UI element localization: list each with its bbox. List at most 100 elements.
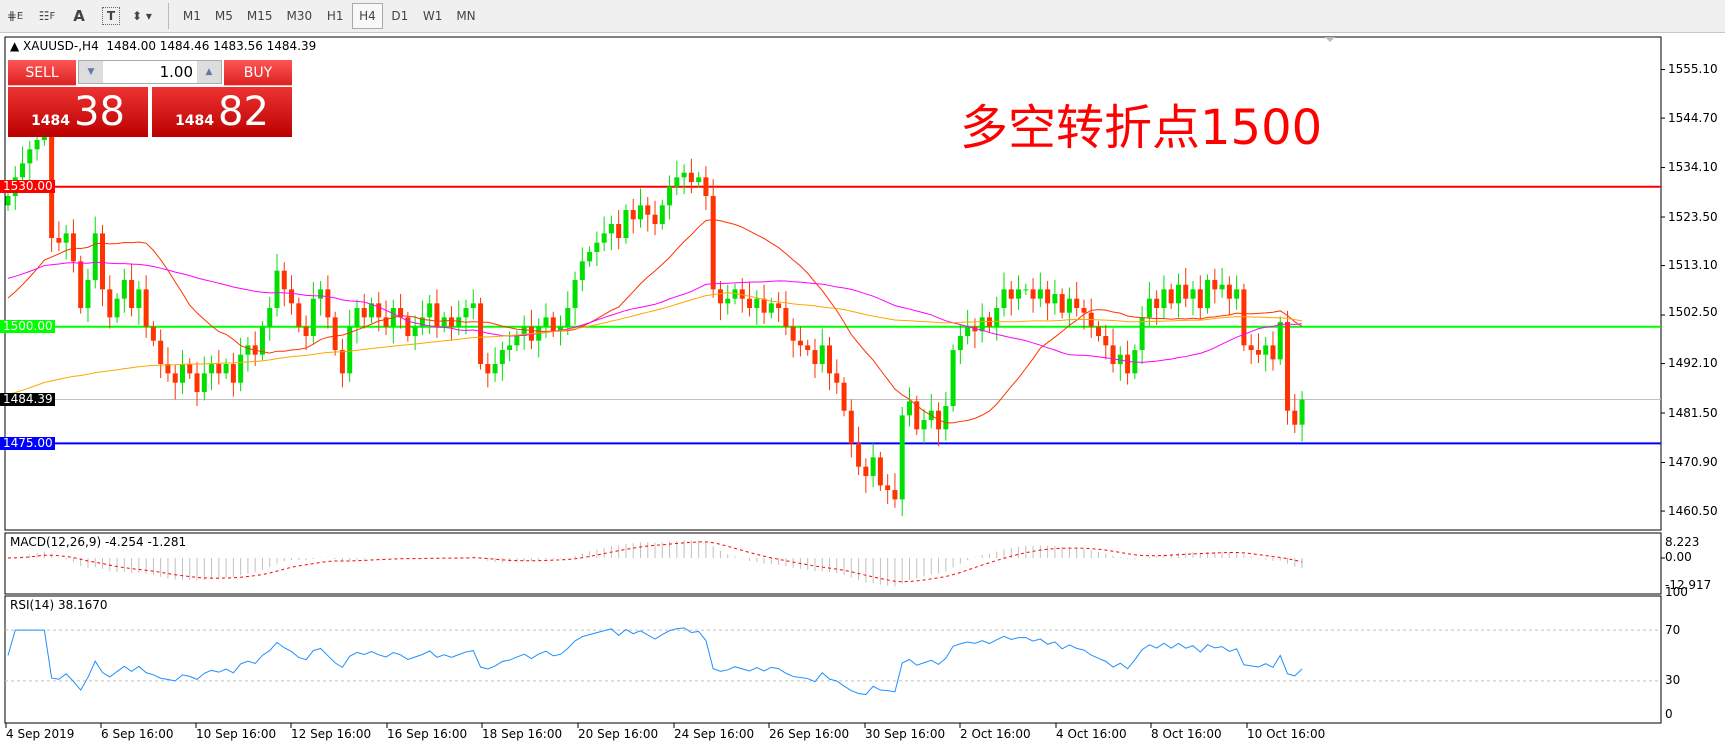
timeframe-m5[interactable]: M5 <box>214 9 233 23</box>
time-axis-label: 8 Oct 16:00 <box>1151 727 1222 741</box>
timeframe-m30[interactable]: M30 <box>286 9 313 23</box>
candle-bullish <box>201 373 207 393</box>
fibonacci-fan-icon[interactable]: ☷ F <box>38 9 56 23</box>
candle-bullish <box>1277 322 1283 360</box>
candle-bullish <box>594 242 600 253</box>
volume-decrease-button[interactable]: ▼ <box>79 61 103 83</box>
time-axis-label: 24 Sep 16:00 <box>674 727 755 741</box>
candle-bullish <box>34 140 40 150</box>
candle-bearish <box>1226 284 1232 299</box>
candle-bullish <box>492 364 498 374</box>
candle-bearish <box>1154 298 1160 309</box>
candle-bullish <box>754 298 760 309</box>
candle-bullish <box>318 289 324 299</box>
candle-bearish <box>1103 336 1109 346</box>
candle-bearish <box>1081 308 1087 313</box>
candle-bearish <box>289 289 295 304</box>
volume-stepper[interactable]: ▼ 1.00 ▲ <box>78 60 222 84</box>
candle-bearish <box>747 298 753 309</box>
candle-bearish <box>158 340 164 365</box>
candle-bullish <box>274 270 280 309</box>
candle-bearish <box>143 289 149 327</box>
candle-bullish <box>608 224 614 234</box>
candle-bearish <box>303 326 309 337</box>
buy-price[interactable]: 1484 82 <box>152 87 292 137</box>
candle-bullish <box>419 317 425 327</box>
timeframe-mn[interactable]: MN <box>456 9 476 23</box>
ma-fast-line <box>7 219 1303 424</box>
text-label-icon[interactable]: T <box>102 7 120 25</box>
candle-bullish <box>725 298 731 304</box>
candle-bearish <box>1212 280 1218 290</box>
last-price-tag: 1484.39 <box>0 393 55 407</box>
macd-signal-line <box>7 541 1303 583</box>
candle-bearish <box>1125 354 1131 374</box>
volume-input[interactable]: 1.00 <box>159 63 193 81</box>
timeframe-h1[interactable]: H1 <box>326 9 344 23</box>
time-axis-label: 6 Sep 16:00 <box>101 727 174 741</box>
candle-bullish <box>637 205 643 220</box>
arrows-dropdown-icon[interactable]: ⬍ ▾ <box>132 9 152 23</box>
candle-bullish <box>85 280 91 309</box>
candle-bullish <box>20 163 26 178</box>
candle-bullish <box>1117 354 1123 365</box>
volume-increase-button[interactable]: ▲ <box>197 61 221 83</box>
candle-bullish <box>456 317 462 327</box>
candle-bullish <box>369 303 374 318</box>
candle-bullish <box>1205 280 1211 309</box>
candle-bullish <box>179 364 185 383</box>
candle-bearish <box>485 364 491 374</box>
fibonacci-expansion-icon[interactable]: ⋕ E <box>6 9 24 23</box>
time-axis-label: 26 Sep 16:00 <box>769 727 850 741</box>
candle-bearish <box>717 289 723 304</box>
sell-price[interactable]: 1484 38 <box>8 87 148 137</box>
candle-bullish <box>507 345 513 351</box>
candle-bearish <box>877 457 883 486</box>
candle-bearish <box>70 233 76 262</box>
chart-symbol-header: ▲ XAUUSD-,H4 1484.00 1484.46 1483.56 148… <box>10 39 317 53</box>
candle-bullish <box>1175 284 1181 304</box>
timeframe-h4[interactable]: H4 <box>352 3 383 29</box>
buy-button[interactable]: BUY <box>224 60 292 86</box>
candle-bullish <box>965 326 971 337</box>
candle-bearish <box>616 224 622 239</box>
price-axis-label: 1523.50 <box>1668 209 1718 224</box>
candle-bullish <box>1190 289 1196 299</box>
candle-bullish <box>957 336 963 351</box>
candle-bearish <box>78 261 84 309</box>
candle-bullish <box>906 401 912 416</box>
timeframe-w1[interactable]: W1 <box>422 9 443 23</box>
candle-bullish <box>245 345 251 355</box>
candle-bullish <box>601 233 607 243</box>
candle-bearish <box>1059 294 1065 313</box>
time-axis-label: 20 Sep 16:00 <box>578 727 659 741</box>
candle-bullish <box>1219 284 1225 290</box>
candle-bullish <box>267 308 273 327</box>
candle-bearish <box>805 345 811 351</box>
timeframe-m15[interactable]: M15 <box>246 9 273 23</box>
candle-bearish <box>783 308 789 327</box>
sell-button[interactable]: SELL <box>8 60 76 86</box>
candle-bullish <box>499 350 505 365</box>
candle-bearish <box>986 317 992 327</box>
candle-bearish <box>761 298 767 313</box>
timeframe-m1[interactable]: M1 <box>182 9 201 23</box>
candle-bearish <box>129 280 135 309</box>
timeframe-d1[interactable]: D1 <box>391 9 409 23</box>
ohlc-readout: 1484.00 1484.46 1483.56 1484.39 <box>106 39 317 53</box>
candle-bullish <box>623 210 629 239</box>
candle-bullish <box>921 420 927 430</box>
price-line-tag: 1500.00 <box>0 320 55 334</box>
text-icon[interactable]: A <box>73 7 85 25</box>
ma-slow-line <box>7 292 1303 396</box>
candle-bullish <box>121 280 127 299</box>
symbol-label: XAUUSD-,H4 <box>23 39 99 53</box>
candle-bearish <box>550 317 556 332</box>
candle-bullish <box>1263 345 1269 355</box>
macd-label: MACD(12,26,9) -4.254 -1.281 <box>10 535 187 549</box>
candle-bearish <box>165 364 171 374</box>
candle-bearish <box>1241 289 1247 346</box>
candle-bullish <box>870 457 876 477</box>
candle-bearish <box>339 350 345 374</box>
